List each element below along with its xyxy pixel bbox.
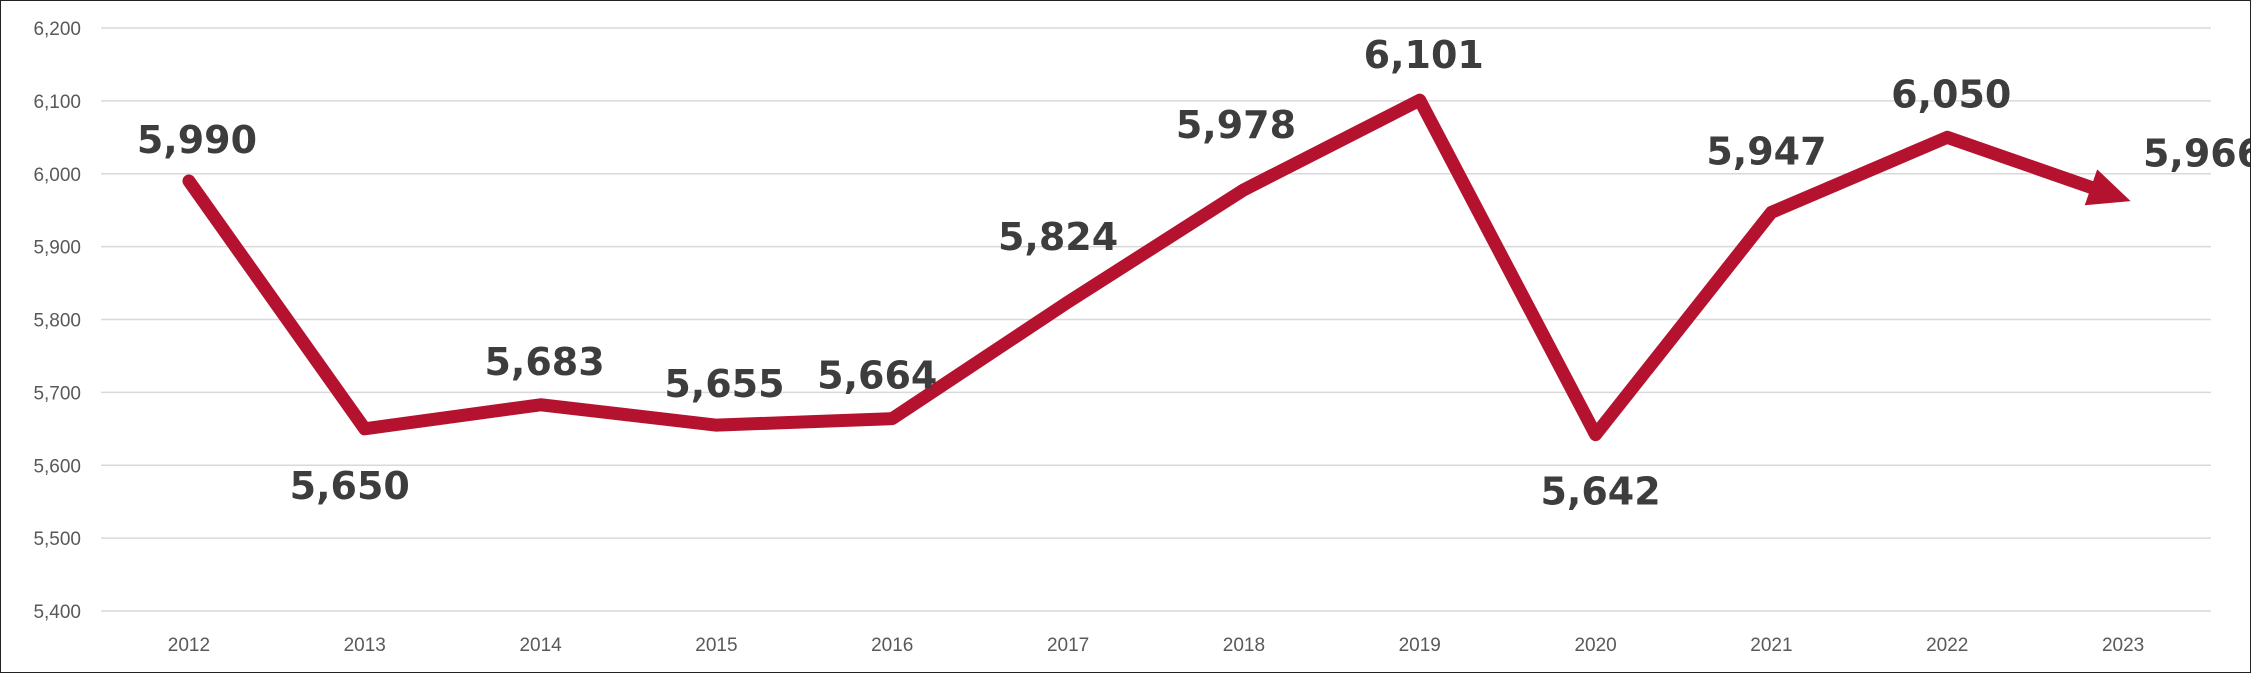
x-tick-label: 2019	[1399, 635, 1441, 656]
y-tick-label: 5,600	[33, 456, 81, 477]
x-tick-label: 2022	[1926, 635, 1968, 656]
x-tick-label: 2018	[1223, 635, 1265, 656]
x-tick-label: 2020	[1574, 635, 1616, 656]
data-label: 5,683	[484, 340, 604, 384]
data-label: 5,655	[664, 362, 784, 406]
data-label: 5,642	[1540, 470, 1660, 514]
x-tick-label: 2015	[695, 635, 737, 656]
y-tick-label: 5,400	[33, 602, 81, 623]
x-tick-label: 2013	[344, 635, 386, 656]
series-arrow-head	[2084, 169, 2131, 206]
x-tick-label: 2014	[519, 635, 562, 656]
data-label: 5,650	[290, 464, 410, 508]
data-label: 5,947	[1706, 129, 1826, 173]
data-label: 5,664	[817, 354, 937, 398]
y-tick-label: 5,900	[33, 238, 81, 259]
y-tick-label: 6,000	[33, 165, 81, 186]
y-tick-label: 5,700	[33, 383, 81, 404]
data-label: 5,978	[1176, 103, 1296, 147]
data-label: 6,050	[1891, 72, 2011, 116]
x-tick-label: 2023	[2102, 635, 2144, 656]
y-tick-label: 5,800	[33, 311, 81, 332]
x-tick-label: 2016	[871, 635, 913, 656]
data-label: 5,990	[137, 118, 257, 162]
y-tick-label: 5,500	[33, 529, 81, 550]
x-tick-label: 2021	[1750, 635, 1792, 656]
x-tick-label: 2012	[168, 635, 210, 656]
data-label: 6,101	[1364, 33, 1484, 77]
y-tick-label: 6,200	[33, 19, 81, 40]
y-tick-label: 6,100	[33, 92, 81, 113]
data-label: 5,824	[998, 215, 1118, 259]
series-line	[182, 93, 2104, 442]
data-label: 5,966	[2143, 132, 2251, 176]
x-tick-label: 2017	[1047, 635, 1089, 656]
